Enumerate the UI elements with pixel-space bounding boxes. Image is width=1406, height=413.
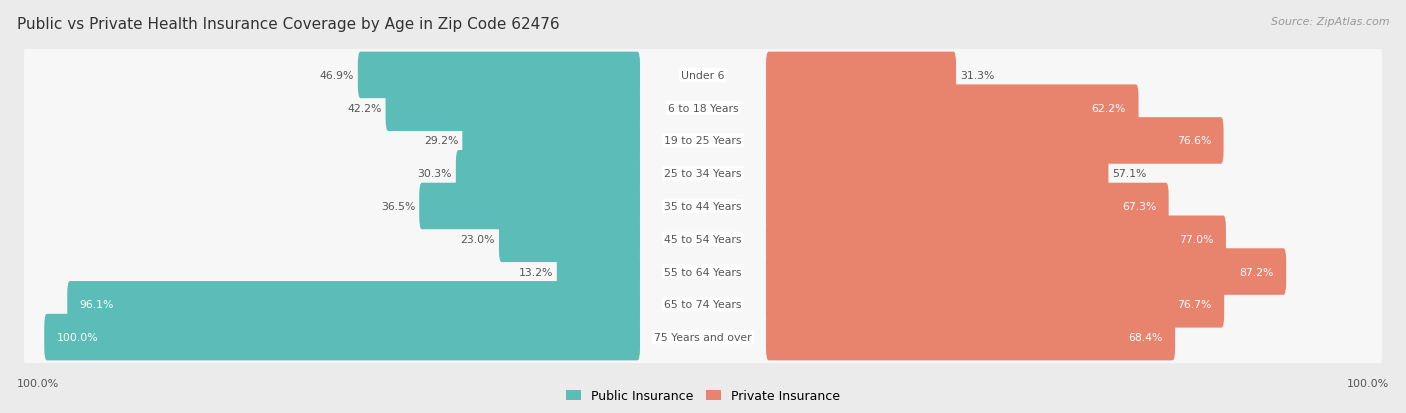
FancyBboxPatch shape: [24, 110, 1382, 173]
FancyBboxPatch shape: [24, 273, 1382, 336]
FancyBboxPatch shape: [44, 314, 640, 361]
Text: 76.7%: 76.7%: [1177, 299, 1212, 310]
FancyBboxPatch shape: [67, 281, 640, 328]
Text: 65 to 74 Years: 65 to 74 Years: [664, 299, 742, 310]
FancyBboxPatch shape: [463, 118, 640, 164]
Text: 100.0%: 100.0%: [1347, 378, 1389, 388]
FancyBboxPatch shape: [24, 44, 1382, 107]
FancyBboxPatch shape: [557, 249, 640, 295]
Text: 13.2%: 13.2%: [519, 267, 553, 277]
Text: Under 6: Under 6: [682, 71, 724, 81]
Text: 35 to 44 Years: 35 to 44 Years: [664, 202, 742, 211]
Text: 42.2%: 42.2%: [347, 103, 381, 114]
Text: 6 to 18 Years: 6 to 18 Years: [668, 103, 738, 114]
Text: 57.1%: 57.1%: [1112, 169, 1147, 179]
FancyBboxPatch shape: [766, 249, 1286, 295]
FancyBboxPatch shape: [766, 151, 1108, 197]
Text: 45 to 54 Years: 45 to 54 Years: [664, 234, 742, 244]
FancyBboxPatch shape: [24, 240, 1382, 303]
Text: 67.3%: 67.3%: [1122, 202, 1156, 211]
Text: 36.5%: 36.5%: [381, 202, 415, 211]
FancyBboxPatch shape: [456, 151, 640, 197]
FancyBboxPatch shape: [766, 281, 1225, 328]
Legend: Public Insurance, Private Insurance: Public Insurance, Private Insurance: [561, 385, 845, 408]
Text: 46.9%: 46.9%: [319, 71, 354, 81]
Text: 87.2%: 87.2%: [1239, 267, 1274, 277]
Text: 77.0%: 77.0%: [1180, 234, 1213, 244]
FancyBboxPatch shape: [766, 314, 1175, 361]
FancyBboxPatch shape: [419, 183, 640, 230]
Text: 29.2%: 29.2%: [425, 136, 458, 146]
FancyBboxPatch shape: [385, 85, 640, 132]
FancyBboxPatch shape: [24, 77, 1382, 140]
Text: 100.0%: 100.0%: [56, 332, 98, 342]
FancyBboxPatch shape: [24, 306, 1382, 369]
FancyBboxPatch shape: [357, 52, 640, 99]
Text: 100.0%: 100.0%: [17, 378, 59, 388]
Text: Source: ZipAtlas.com: Source: ZipAtlas.com: [1271, 17, 1389, 26]
Text: 68.4%: 68.4%: [1128, 332, 1163, 342]
Text: 23.0%: 23.0%: [461, 234, 495, 244]
FancyBboxPatch shape: [24, 208, 1382, 271]
Text: 75 Years and over: 75 Years and over: [654, 332, 752, 342]
FancyBboxPatch shape: [766, 216, 1226, 262]
FancyBboxPatch shape: [766, 52, 956, 99]
Text: 76.6%: 76.6%: [1177, 136, 1211, 146]
Text: 55 to 64 Years: 55 to 64 Years: [664, 267, 742, 277]
FancyBboxPatch shape: [499, 216, 640, 262]
FancyBboxPatch shape: [766, 118, 1223, 164]
FancyBboxPatch shape: [24, 142, 1382, 205]
Text: 31.3%: 31.3%: [960, 71, 994, 81]
Text: 19 to 25 Years: 19 to 25 Years: [664, 136, 742, 146]
FancyBboxPatch shape: [24, 175, 1382, 238]
Text: 25 to 34 Years: 25 to 34 Years: [664, 169, 742, 179]
FancyBboxPatch shape: [766, 85, 1139, 132]
Text: Public vs Private Health Insurance Coverage by Age in Zip Code 62476: Public vs Private Health Insurance Cover…: [17, 17, 560, 31]
Text: 30.3%: 30.3%: [418, 169, 451, 179]
FancyBboxPatch shape: [766, 183, 1168, 230]
Text: 96.1%: 96.1%: [80, 299, 114, 310]
Text: 62.2%: 62.2%: [1091, 103, 1126, 114]
